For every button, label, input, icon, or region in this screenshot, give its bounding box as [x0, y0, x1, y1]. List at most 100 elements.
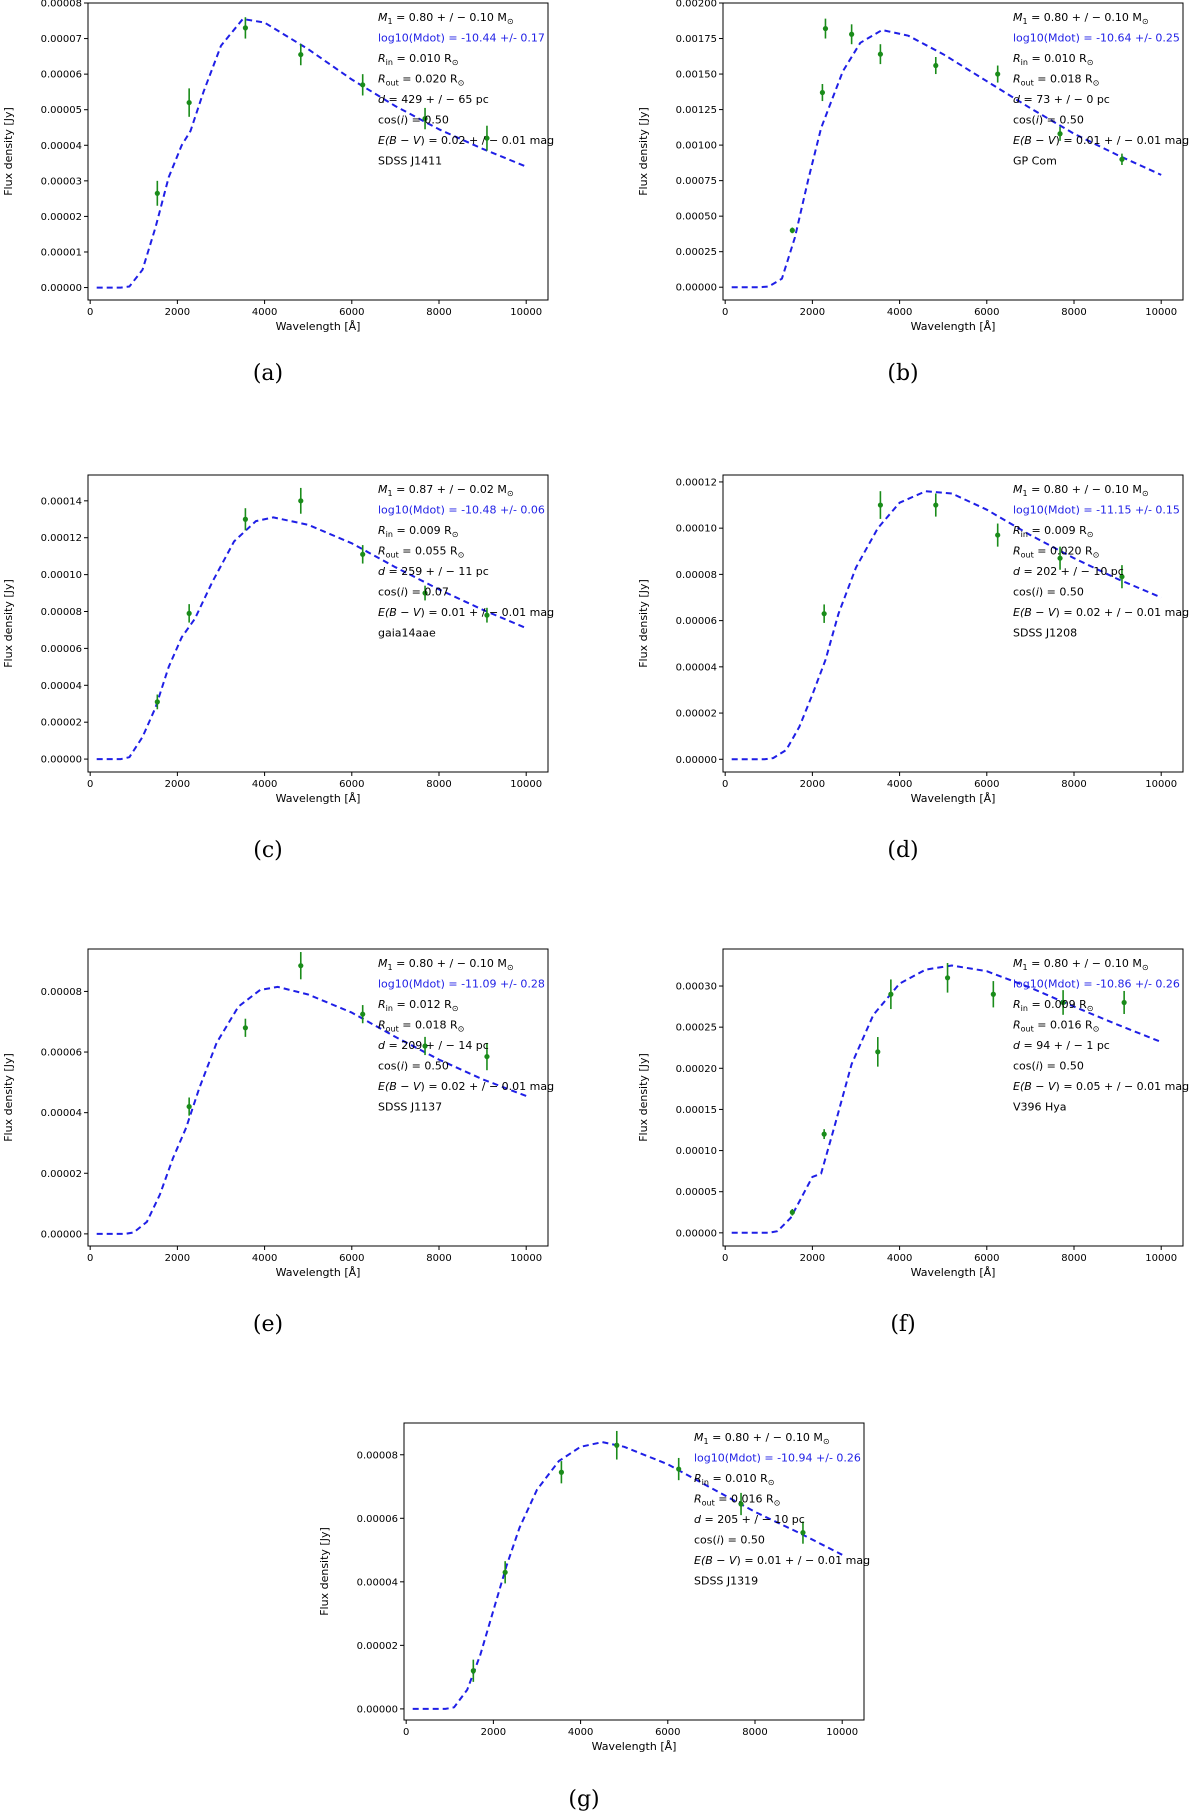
annotation-distance: d = 94 + / − 1 pc — [1013, 1039, 1110, 1052]
data-point — [558, 1469, 565, 1475]
annotation-object-name: SDSS J1208 — [1013, 627, 1077, 640]
annotation-rin: Rin = 0.010 R⊙ — [378, 52, 459, 67]
data-point — [360, 1011, 366, 1017]
x-tick-label: 4000 — [568, 1727, 593, 1738]
y-tick-label: 0.00002 — [41, 1169, 82, 1180]
data-point — [822, 25, 829, 32]
y-tick-label: 0.00010 — [41, 570, 82, 581]
chart-panel-3: 0 2000 4000 6000 8000 10000 0.00000 0.00002 0.00… — [2, 474, 554, 863]
annotation-rout: Rout = 0.016 R⊙ — [1013, 1019, 1099, 1034]
annotation-mdot: log10(Mdot) = -10.86 +/- 0.26 — [1013, 978, 1180, 991]
data-point — [484, 612, 490, 618]
data-point — [298, 51, 304, 58]
y-axis-label: Flux density [Jy] — [2, 579, 15, 668]
data-point — [502, 1569, 508, 1575]
annotation-m1: M1 = 0.80 + / − 0.10 M⊙ — [1013, 957, 1149, 972]
model-curve — [96, 985, 527, 1235]
annotation-rout: Rout = 0.018 R⊙ — [378, 1019, 464, 1034]
y-tick-label: 0.00002 — [41, 718, 82, 729]
x-tick-label: 8000 — [426, 779, 451, 790]
x-tick-label: 6000 — [655, 1727, 680, 1738]
data-point — [186, 99, 192, 106]
annotation-cosi: cos(i) = 0.07 — [378, 586, 449, 599]
annotation-ebv: E(B − V) = 0.05 + / − 0.01 mag — [1013, 1080, 1189, 1093]
axes-frame — [87, 948, 549, 1247]
y-axis-label: Flux density [Jy] — [637, 107, 650, 196]
annotation-cosi: cos(i) = 0.50 — [1013, 586, 1084, 599]
data-point — [1119, 574, 1125, 580]
y-tick-label: 0.00050 — [676, 212, 717, 223]
panel-caption: (e) — [253, 1312, 283, 1337]
data-point — [242, 1025, 249, 1031]
x-tick-label: 4000 — [887, 779, 912, 790]
y-tick-label: 0.00075 — [676, 176, 717, 187]
x-tick-label: 0 — [87, 779, 93, 790]
axes-frame — [87, 474, 549, 773]
data-point — [470, 1668, 476, 1674]
x-tick-label: 2000 — [800, 307, 825, 318]
y-tick-label: 0.00000 — [676, 1228, 717, 1239]
annotation-rin: Rin = 0.010 R⊙ — [694, 1472, 775, 1487]
y-tick-label: 0.00006 — [41, 644, 82, 655]
data-point — [1057, 555, 1063, 561]
x-tick-label: 2000 — [165, 779, 190, 790]
data-point — [821, 611, 827, 617]
y-tick-label: 0.00008 — [357, 1450, 398, 1461]
y-tick-label: 0.00012 — [41, 533, 82, 544]
x-tick-label: 6000 — [339, 307, 364, 318]
data-point — [484, 135, 490, 141]
annotation-distance: d = 73 + / − 0 pc — [1013, 93, 1110, 106]
y-tick-label: 0.00000 — [676, 283, 717, 294]
annotation-m1: M1 = 0.80 + / − 0.10 M⊙ — [378, 957, 514, 972]
x-tick-label: 6000 — [339, 779, 364, 790]
x-tick-label: 10000 — [1145, 779, 1177, 790]
data-point — [888, 991, 894, 997]
x-tick-label: 8000 — [742, 1727, 767, 1738]
chart-panel-6: 0 2000 4000 6000 8000 10000 0.00000 0.00005 0.00… — [637, 948, 1189, 1337]
y-tick-label: 0.00000 — [357, 1704, 398, 1715]
annotation-cosi: cos(i) = 0.50 — [378, 1060, 449, 1073]
x-tick-label: 2000 — [800, 779, 825, 790]
data-point — [1060, 999, 1066, 1006]
y-tick-label: 0.00150 — [676, 70, 717, 81]
data-point — [1121, 999, 1127, 1006]
y-axis-label: Flux density [Jy] — [637, 579, 650, 668]
x-axis-label: Wavelength [Å] — [276, 1266, 361, 1279]
annotation-rin: Rin = 0.009 R⊙ — [1013, 524, 1094, 539]
x-tick-label: 6000 — [339, 1253, 364, 1264]
axes-frame — [722, 474, 1184, 773]
annotation-mdot: log10(Mdot) = -10.44 +/- 0.17 — [378, 32, 545, 45]
chart-panel-2: 0 2000 4000 6000 8000 10000 0.00000 0.00025 0.00… — [637, 0, 1189, 386]
data-point — [789, 227, 795, 233]
x-tick-label: 2000 — [165, 307, 190, 318]
data-point — [422, 115, 428, 122]
annotation-m1: M1 = 0.80 + / − 0.10 M⊙ — [378, 11, 514, 26]
annotation-distance: d = 429 + / − 65 pc — [378, 93, 489, 106]
data-point — [1057, 131, 1063, 137]
y-axis-label: Flux density [Jy] — [637, 1053, 650, 1142]
chart-panel-4: 0 2000 4000 6000 8000 10000 0.00000 0.00002 0.00… — [637, 474, 1189, 863]
annotation-mdot: log10(Mdot) = -11.15 +/- 0.15 — [1013, 504, 1180, 517]
data-point — [298, 498, 304, 504]
y-tick-label: 0.00008 — [676, 570, 717, 581]
x-tick-label: 2000 — [165, 1253, 190, 1264]
y-axis-label: Flux density [Jy] — [2, 1053, 15, 1142]
axes-frame — [403, 1422, 865, 1721]
x-tick-label: 0 — [722, 779, 728, 790]
data-point — [154, 190, 160, 196]
annotation-distance: d = 209 + / − 14 pc — [378, 1039, 489, 1052]
annotation-ebv: E(B − V) = 0.01 + / − 0.01 mag — [694, 1554, 870, 1567]
data-point — [298, 963, 304, 969]
annotation-m1: M1 = 0.80 + / − 0.10 M⊙ — [694, 1431, 830, 1446]
panel-caption: (c) — [253, 838, 283, 863]
x-tick-label: 6000 — [974, 1253, 999, 1264]
data-point — [819, 89, 826, 96]
annotation-ebv: E(B − V) = 0.02 + / − 0.01 mag — [378, 134, 554, 147]
model-curve — [731, 490, 1162, 761]
annotation-mdot: log10(Mdot) = -10.94 +/- 0.26 — [694, 1452, 861, 1465]
annotation-cosi: cos(i) = 0.50 — [1013, 114, 1084, 127]
axes-frame — [722, 948, 1184, 1247]
annotation-rout: Rout = 0.020 R⊙ — [1013, 545, 1099, 560]
data-point — [360, 82, 366, 88]
y-tick-label: 0.00100 — [676, 141, 717, 152]
